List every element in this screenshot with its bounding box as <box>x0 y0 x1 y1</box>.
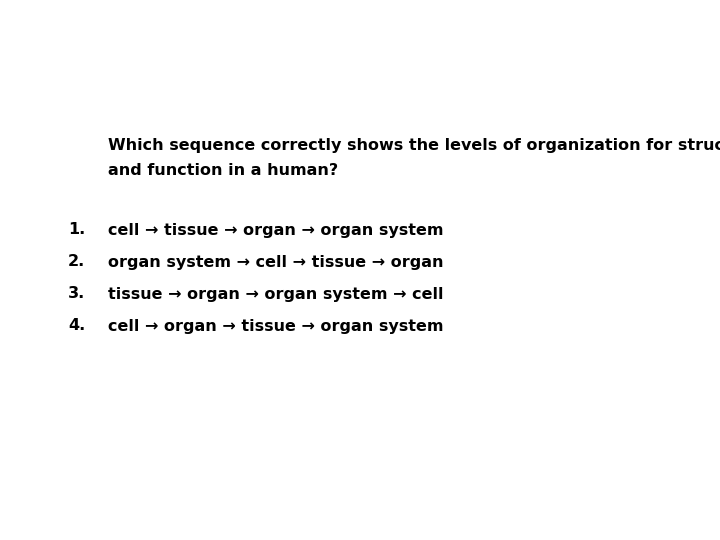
Text: 4.: 4. <box>68 319 85 334</box>
Text: cell → tissue → organ → organ system: cell → tissue → organ → organ system <box>108 222 444 238</box>
Text: 1.: 1. <box>68 222 85 238</box>
Text: tissue → organ → organ system → cell: tissue → organ → organ system → cell <box>108 287 444 301</box>
Text: Which sequence correctly shows the levels of organization for structure: Which sequence correctly shows the level… <box>108 138 720 153</box>
Text: and function in a human?: and function in a human? <box>108 163 338 178</box>
Text: organ system → cell → tissue → organ: organ system → cell → tissue → organ <box>108 254 444 269</box>
Text: 3.: 3. <box>68 287 85 301</box>
Text: cell → organ → tissue → organ system: cell → organ → tissue → organ system <box>108 319 444 334</box>
Text: 2.: 2. <box>68 254 85 269</box>
